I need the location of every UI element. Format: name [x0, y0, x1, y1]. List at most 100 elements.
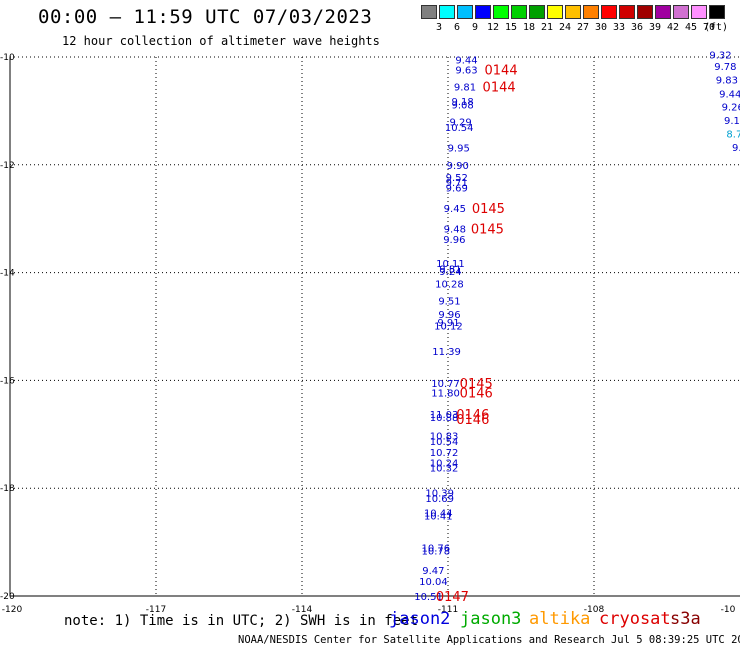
color-swatch — [619, 5, 635, 19]
swh-value: 10.32 — [430, 464, 459, 475]
swh-value: 9.51 — [438, 297, 460, 308]
longitude-tick-label: -111 — [438, 605, 458, 615]
latitude-tick-label: -18 — [0, 484, 15, 494]
pass-time-label: 0146 — [460, 386, 493, 401]
swh-value: 9.52 — [446, 173, 468, 184]
longitude-tick-label: -120 — [2, 605, 23, 615]
swh-value: 10.04 — [419, 577, 448, 588]
latitude-tick-label: -12 — [0, 161, 15, 171]
pass-time-label: 0146 — [456, 408, 489, 423]
color-scale-label: 42 — [666, 22, 680, 33]
swh-value: 10.76 — [422, 543, 451, 554]
swh-value: 9.69 — [446, 183, 468, 194]
swh-value: 9.96 — [443, 235, 465, 246]
color-scale-label: 9 — [471, 22, 479, 33]
latitude-tick-label: -14 — [0, 269, 15, 279]
color-swatch — [493, 5, 509, 19]
swh-value: 10.54 — [430, 437, 459, 448]
credit-line: NOAA/NESDIS Center for Satellite Applica… — [238, 634, 740, 646]
swh-value: 9.48 — [444, 224, 466, 235]
footnote: note: 1) Time is in UTC; 2) SWH is in fe… — [64, 613, 419, 629]
color-swatch — [637, 5, 653, 19]
color-scale-label: 6 — [453, 22, 461, 33]
swh-value: 9.29 — [450, 118, 472, 129]
color-swatch — [691, 5, 707, 19]
color-scale-label: 45 — [684, 22, 698, 33]
color-swatch — [709, 5, 725, 19]
color-scale-label: 18 — [522, 22, 536, 33]
satellite-legend-cryosat: cryosat — [599, 609, 671, 629]
longitude-tick-label: -117 — [146, 605, 166, 615]
longitude-tick-label: -10 — [721, 605, 736, 615]
swh-value: 10.44 — [424, 508, 453, 519]
swh-value: 9.81 — [439, 264, 461, 275]
color-scale-label: 15 — [504, 22, 518, 33]
swh-value: 9.18 — [451, 97, 473, 108]
swh-value: 10.72 — [430, 448, 459, 459]
color-swatch — [439, 5, 455, 19]
swh-value: 10.39 — [425, 489, 454, 500]
color-scale-label: 39 — [648, 22, 662, 33]
color-scale-label: 27 — [576, 22, 590, 33]
swh-value: 9.71 — [446, 178, 468, 189]
color-swatch — [565, 5, 581, 19]
swh-value: 11.03 — [430, 410, 459, 421]
swh-value: 8.77 — [726, 130, 740, 141]
swh-value: 9.44 — [719, 90, 740, 101]
swh-value: 10.83 — [430, 431, 459, 442]
color-scale-unit: (ft) — [704, 22, 729, 33]
color-swatch — [457, 5, 473, 19]
swh-value: 10.78 — [422, 547, 451, 558]
swh-value: 10.77 — [431, 379, 460, 390]
swh-value: 9.24 — [439, 267, 461, 278]
swh-value: 11.39 — [432, 347, 461, 358]
swh-value: 9.96 — [438, 310, 460, 321]
satellite-legend-jason3: jason3 — [460, 609, 522, 629]
longitude-tick-label: -108 — [584, 605, 605, 615]
color-scale-label: 12 — [486, 22, 500, 33]
color-scale-label: 36 — [630, 22, 644, 33]
latitude-tick-label: -20 — [0, 592, 15, 602]
pass-time-label: 0144 — [483, 81, 516, 96]
swh-value: 9.26 — [722, 103, 740, 114]
color-swatch — [673, 5, 689, 19]
swh-value: 10.51 — [414, 592, 443, 603]
pass-time-label: 0145 — [471, 222, 504, 237]
swh-value: 9.95 — [448, 144, 470, 155]
chart-subtitle: 12 hour collection of altimeter wave hei… — [62, 34, 380, 48]
satellite-legend-jason2: jason2 — [389, 609, 451, 629]
pass-time-label: 0146 — [456, 413, 489, 428]
color-scale-label: 21 — [540, 22, 554, 33]
swh-value: 10.88 — [430, 413, 459, 424]
color-scale-label: 33 — [612, 22, 626, 33]
pass-time-label: 0144 — [485, 63, 518, 78]
swh-value: 9.32 — [709, 50, 731, 61]
latitude-tick-label: -16 — [0, 376, 15, 386]
chart-title: 00:00 – 11:59 UTC 07/03/2023 — [38, 6, 373, 28]
color-scale-label: 70 — [702, 22, 716, 33]
color-swatch — [547, 5, 563, 19]
color-swatch — [529, 5, 545, 19]
color-scale-label: 3 — [435, 22, 443, 33]
swh-value: 9.44 — [455, 56, 477, 67]
pass-time-label: 0145 — [460, 377, 493, 392]
color-swatch — [655, 5, 671, 19]
color-swatch — [421, 5, 437, 19]
swh-value: 10.41 — [424, 512, 453, 523]
color-scale-label: 30 — [594, 22, 608, 33]
pass-time-label: 0145 — [472, 202, 505, 217]
swh-value: 9.14 — [724, 116, 740, 127]
satellite-legend-s3a: s3a — [670, 609, 701, 629]
color-swatch — [475, 5, 491, 19]
swh-value: 10.11 — [436, 259, 465, 270]
swh-value: 9.83 — [716, 76, 738, 87]
color-swatch — [601, 5, 617, 19]
color-scale-label: 24 — [558, 22, 572, 33]
swh-value: 9.1 — [732, 143, 740, 154]
swh-value: 10.28 — [435, 279, 464, 290]
color-swatch — [511, 5, 527, 19]
pass-time-label: 0147 — [436, 590, 469, 605]
swh-value: 9.47 — [422, 566, 444, 577]
swh-value: 9.81 — [454, 83, 476, 94]
